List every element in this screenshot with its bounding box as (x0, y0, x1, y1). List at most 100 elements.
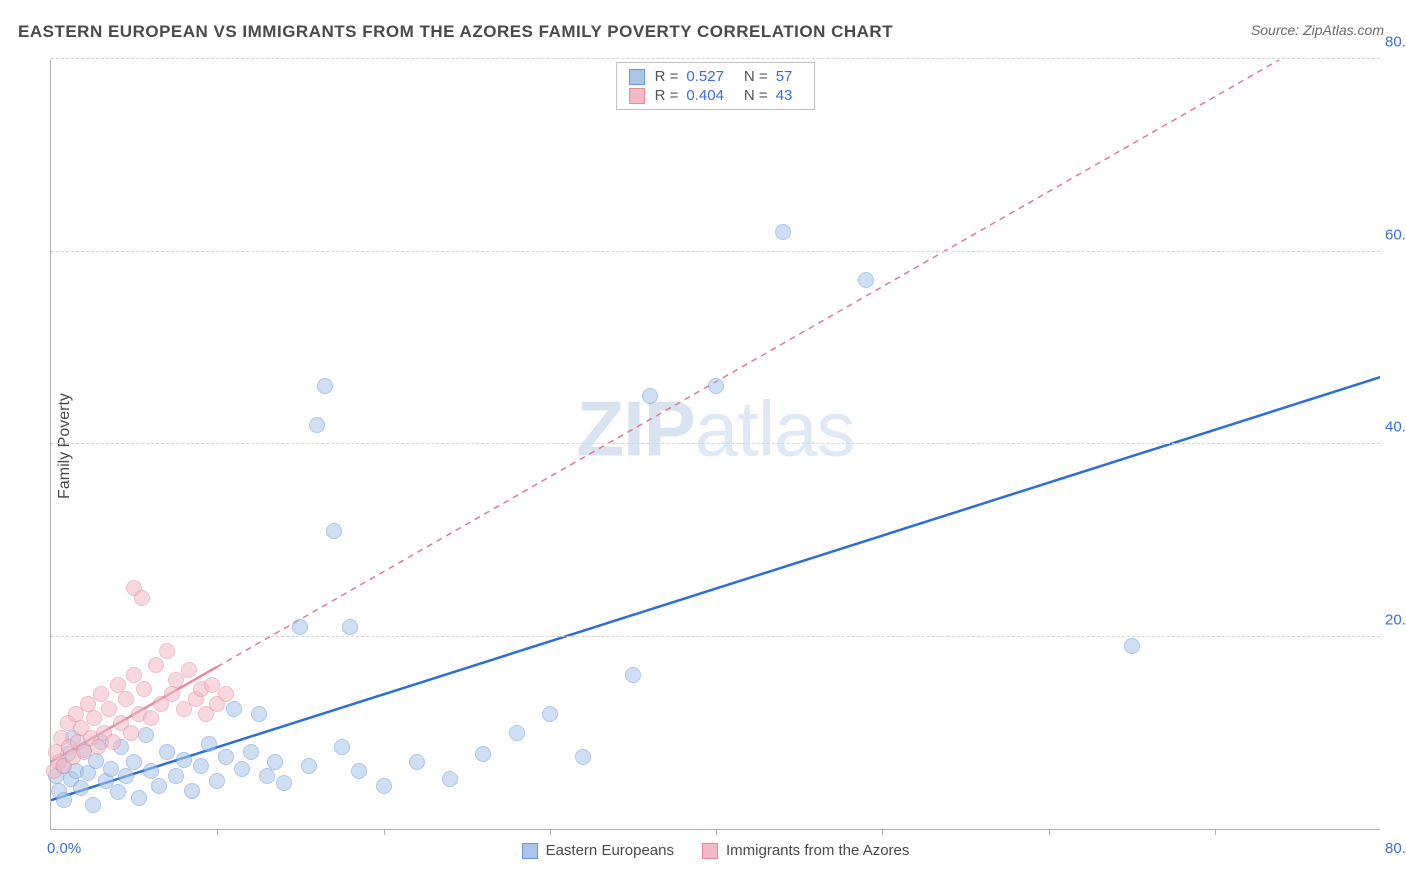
data-point (143, 710, 159, 726)
data-point (168, 768, 184, 784)
watermark-atlas: atlas (695, 385, 855, 473)
data-point (509, 725, 525, 741)
stat-n-value-2: 43 (776, 87, 793, 104)
data-point (105, 734, 121, 750)
data-point (326, 523, 342, 539)
stats-row-series-1: R = 0.527 N = 57 (629, 67, 803, 86)
data-point (56, 792, 72, 808)
legend-swatch-1 (522, 843, 538, 859)
data-point (93, 686, 109, 702)
data-point (138, 727, 154, 743)
data-point (184, 783, 200, 799)
data-point (267, 754, 283, 770)
data-point (218, 686, 234, 702)
stat-r-label: R = (655, 68, 679, 85)
data-point (159, 744, 175, 760)
data-point (151, 778, 167, 794)
source-value: ZipAtlas.com (1303, 22, 1384, 38)
gridline (51, 58, 1380, 59)
legend-swatch-2 (702, 843, 718, 859)
data-point (301, 758, 317, 774)
data-point (101, 701, 117, 717)
data-point (708, 378, 724, 394)
data-point (259, 768, 275, 784)
data-point (126, 754, 142, 770)
source-label: Source: (1251, 22, 1299, 38)
chart-container: EASTERN EUROPEAN VS IMMIGRANTS FROM THE … (0, 0, 1406, 892)
data-point (90, 739, 106, 755)
data-point (309, 417, 325, 433)
plot-area: ZIPatlas R = 0.527 N = 57 R = 0.404 N = … (50, 60, 1380, 830)
swatch-series-1 (629, 69, 645, 85)
data-point (542, 706, 558, 722)
data-point (134, 590, 150, 606)
chart-title: EASTERN EUROPEAN VS IMMIGRANTS FROM THE … (18, 22, 893, 42)
y-tick-label: 60.0% (1385, 226, 1406, 243)
data-point (73, 780, 89, 796)
stats-row-series-2: R = 0.404 N = 43 (629, 86, 803, 105)
y-tick-label: 80.0% (1385, 34, 1406, 51)
stat-n-label: N = (744, 87, 768, 104)
x-minor-tick (384, 829, 385, 835)
data-point (164, 686, 180, 702)
swatch-series-2 (629, 88, 645, 104)
x-minor-tick (1215, 829, 1216, 835)
stat-r-value-1: 0.527 (686, 68, 724, 85)
stat-n-value-1: 57 (776, 68, 793, 85)
stat-r-label: R = (655, 87, 679, 104)
legend-label-2: Immigrants from the Azores (726, 842, 909, 859)
data-point (118, 691, 134, 707)
source-attribution: Source: ZipAtlas.com (1251, 22, 1384, 38)
data-point (143, 763, 159, 779)
data-point (442, 771, 458, 787)
legend-item-2: Immigrants from the Azores (702, 842, 909, 859)
data-point (251, 706, 267, 722)
legend: Eastern Europeans Immigrants from the Az… (51, 842, 1380, 859)
data-point (775, 224, 791, 240)
data-point (110, 784, 126, 800)
data-point (193, 758, 209, 774)
watermark-zip: ZIP (576, 385, 694, 473)
data-point (118, 768, 134, 784)
data-point (126, 667, 142, 683)
legend-label-1: Eastern Europeans (546, 842, 674, 859)
data-point (86, 710, 102, 726)
data-point (234, 761, 250, 777)
data-point (110, 677, 126, 693)
data-point (342, 619, 358, 635)
x-tick-end: 80.0% (1385, 840, 1406, 857)
y-tick-label: 40.0% (1385, 419, 1406, 436)
x-minor-tick (550, 829, 551, 835)
legend-item-1: Eastern Europeans (522, 842, 674, 859)
stat-n-label: N = (744, 68, 768, 85)
data-point (243, 744, 259, 760)
data-point (131, 790, 147, 806)
data-point (858, 272, 874, 288)
data-point (276, 775, 292, 791)
data-point (159, 643, 175, 659)
data-point (292, 619, 308, 635)
x-minor-tick (716, 829, 717, 835)
data-point (642, 388, 658, 404)
data-point (226, 701, 242, 717)
data-point (218, 749, 234, 765)
data-point (201, 736, 217, 752)
data-point (181, 662, 197, 678)
data-point (409, 754, 425, 770)
watermark: ZIPatlas (576, 384, 854, 475)
data-point (475, 746, 491, 762)
gridline (51, 251, 1380, 252)
data-point (103, 761, 119, 777)
data-point (317, 378, 333, 394)
stat-r-value-2: 0.404 (686, 87, 724, 104)
gridline (51, 636, 1380, 637)
data-point (625, 667, 641, 683)
data-point (123, 725, 139, 741)
y-tick-label: 20.0% (1385, 611, 1406, 628)
data-point (136, 681, 152, 697)
x-minor-tick (217, 829, 218, 835)
data-point (209, 773, 225, 789)
x-minor-tick (1049, 829, 1050, 835)
data-point (176, 752, 192, 768)
x-minor-tick (882, 829, 883, 835)
